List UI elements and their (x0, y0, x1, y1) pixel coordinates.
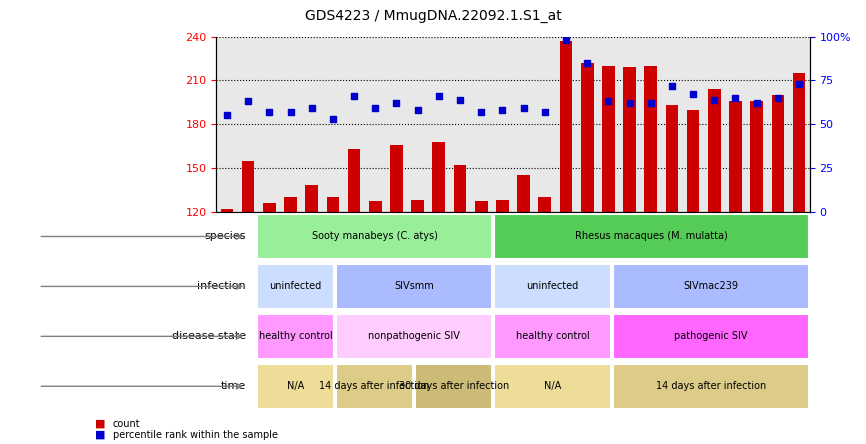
Point (262, 108, 276, 115)
Text: Sooty manabeys (C. atys): Sooty manabeys (C. atys) (312, 231, 437, 242)
Bar (559, 41, 572, 211)
Point (792, 80, 806, 87)
Text: percentile rank within the sample: percentile rank within the sample (113, 430, 278, 440)
Point (347, 93, 361, 100)
Text: count: count (113, 419, 140, 429)
Bar (772, 95, 785, 211)
Bar (284, 197, 297, 211)
Point (728, 95, 742, 102)
Bar (581, 63, 593, 211)
Point (517, 105, 531, 112)
Point (410, 107, 424, 114)
Bar (369, 201, 382, 211)
FancyBboxPatch shape (613, 314, 809, 359)
Point (368, 105, 382, 112)
Bar (390, 145, 403, 211)
Point (475, 108, 488, 115)
Bar (454, 165, 467, 211)
Text: infection: infection (197, 281, 246, 291)
Point (390, 99, 404, 107)
Point (220, 112, 234, 119)
Bar (750, 101, 763, 211)
Text: nonpathogenic SIV: nonpathogenic SIV (368, 331, 460, 341)
Point (686, 91, 700, 98)
Text: ■: ■ (95, 419, 106, 429)
FancyBboxPatch shape (494, 264, 611, 309)
FancyBboxPatch shape (494, 214, 809, 259)
FancyBboxPatch shape (336, 314, 492, 359)
FancyBboxPatch shape (257, 314, 334, 359)
Bar (666, 105, 678, 211)
FancyBboxPatch shape (415, 364, 492, 409)
Bar (687, 110, 700, 211)
Text: N/A: N/A (544, 381, 561, 391)
Bar (602, 66, 615, 211)
Point (643, 99, 657, 107)
Point (580, 59, 594, 67)
Text: healthy control: healthy control (515, 331, 590, 341)
Bar (517, 175, 530, 211)
Point (495, 107, 509, 114)
Text: pathogenic SIV: pathogenic SIV (674, 331, 747, 341)
Bar (475, 201, 488, 211)
Text: Rhesus macaques (M. mulatta): Rhesus macaques (M. mulatta) (575, 231, 727, 242)
Point (750, 99, 764, 107)
Bar (792, 73, 805, 211)
Point (708, 96, 721, 103)
Point (601, 98, 615, 105)
Point (326, 115, 339, 123)
Text: healthy control: healthy control (259, 331, 333, 341)
Point (538, 108, 552, 115)
Bar (432, 142, 445, 211)
Bar (326, 197, 339, 211)
Text: uninfected: uninfected (527, 281, 578, 291)
Point (559, 37, 573, 44)
Bar (496, 200, 508, 211)
Bar (539, 197, 551, 211)
Text: uninfected: uninfected (269, 281, 321, 291)
Bar (624, 67, 636, 211)
Text: disease state: disease state (171, 331, 246, 341)
Point (665, 82, 679, 89)
Text: SIVsmm: SIVsmm (394, 281, 434, 291)
Text: time: time (221, 381, 246, 391)
Bar (242, 161, 255, 211)
Text: SIVmac239: SIVmac239 (683, 281, 739, 291)
Bar (411, 200, 424, 211)
FancyBboxPatch shape (257, 264, 334, 309)
FancyBboxPatch shape (257, 214, 492, 259)
Bar (221, 209, 233, 211)
Text: ■: ■ (95, 430, 106, 440)
Point (623, 99, 637, 107)
Bar (348, 149, 360, 211)
Point (432, 93, 446, 100)
Bar (708, 89, 721, 211)
FancyBboxPatch shape (336, 364, 413, 409)
Bar (644, 66, 657, 211)
Bar (306, 185, 318, 211)
Bar (263, 203, 275, 211)
Point (305, 105, 319, 112)
Text: 30 days after infection: 30 days after infection (398, 381, 509, 391)
Text: 14 days after infection: 14 days after infection (320, 381, 430, 391)
Point (242, 98, 255, 105)
Text: species: species (204, 231, 246, 242)
FancyBboxPatch shape (494, 364, 611, 409)
FancyBboxPatch shape (613, 364, 809, 409)
Text: N/A: N/A (287, 381, 304, 391)
FancyBboxPatch shape (613, 264, 809, 309)
Point (283, 108, 297, 115)
FancyBboxPatch shape (494, 314, 611, 359)
Text: GDS4223 / MmugDNA.22092.1.S1_at: GDS4223 / MmugDNA.22092.1.S1_at (305, 9, 561, 23)
Point (771, 95, 785, 102)
Bar (729, 101, 742, 211)
Point (453, 96, 467, 103)
FancyBboxPatch shape (257, 364, 334, 409)
FancyBboxPatch shape (336, 264, 492, 309)
Text: 14 days after infection: 14 days after infection (656, 381, 766, 391)
